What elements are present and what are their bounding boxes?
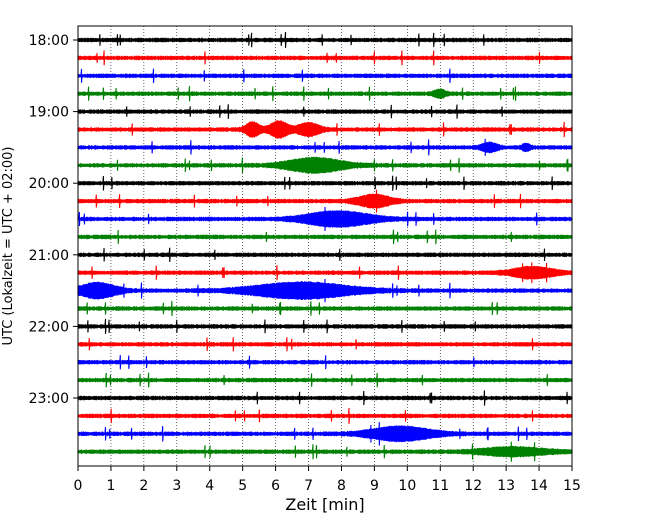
x-tick-label-10: 10 <box>398 478 416 494</box>
x-tick-label-3: 3 <box>172 478 181 494</box>
x-tick-label-13: 13 <box>497 478 515 494</box>
y-axis-label: UTC (Lokalzeit = UTC + 02:00) <box>1 147 16 346</box>
x-tick-label-5: 5 <box>238 478 247 494</box>
x-tick-label-15: 15 <box>563 478 581 494</box>
plot-frame <box>77 25 573 467</box>
y-tick-label-2200: 22:00 <box>29 319 69 335</box>
x-tick-label-12: 12 <box>464 478 482 494</box>
x-axis-ticks: 0 1 2 3 4 5 6 7 8 9 10 11 12 13 14 15 <box>74 466 581 494</box>
x-tick-label-6: 6 <box>271 478 280 494</box>
x-tick-label-0: 0 <box>74 478 83 494</box>
x-tick-label-2: 2 <box>139 478 148 494</box>
seismic-traces <box>77 32 573 462</box>
y-axis-ticks: 18:00 19:00 20:00 21:00 22:00 23:00 <box>29 33 78 407</box>
x-tick-label-8: 8 <box>337 478 346 494</box>
y-tick-label-2300: 23:00 <box>29 391 69 407</box>
vertical-gridlines <box>110 26 540 466</box>
x-tick-label-1: 1 <box>106 478 115 494</box>
y-tick-label-1800: 18:00 <box>29 33 69 49</box>
x-axis-label: Zeit [min] <box>285 495 364 514</box>
x-tick-label-7: 7 <box>304 478 313 494</box>
y-tick-label-1900: 19:00 <box>29 105 69 121</box>
x-tick-label-11: 11 <box>431 478 449 494</box>
y-tick-label-2100: 21:00 <box>29 248 69 264</box>
x-tick-label-9: 9 <box>370 478 379 494</box>
x-tick-label-14: 14 <box>530 478 548 494</box>
x-tick-label-4: 4 <box>205 478 214 494</box>
y-tick-label-2000: 20:00 <box>29 176 69 192</box>
